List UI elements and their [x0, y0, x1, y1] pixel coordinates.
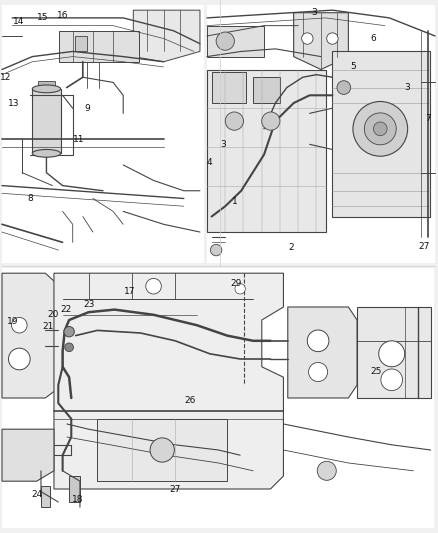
Text: 8: 8 — [28, 194, 33, 203]
Circle shape — [11, 318, 27, 333]
Circle shape — [216, 32, 234, 50]
Text: 15: 15 — [37, 13, 48, 22]
Bar — [253, 77, 280, 103]
Text: 26: 26 — [185, 396, 196, 405]
Polygon shape — [332, 52, 431, 216]
Text: 4: 4 — [206, 158, 212, 167]
Circle shape — [327, 33, 338, 44]
Circle shape — [235, 284, 245, 294]
Polygon shape — [54, 273, 283, 489]
Text: 27: 27 — [418, 242, 429, 251]
Circle shape — [210, 245, 222, 256]
Polygon shape — [288, 307, 357, 398]
Text: 5: 5 — [350, 62, 356, 71]
Circle shape — [150, 438, 174, 462]
Polygon shape — [2, 273, 63, 398]
Bar — [2, 5, 204, 263]
Circle shape — [364, 113, 396, 145]
Circle shape — [381, 369, 403, 391]
Circle shape — [317, 461, 336, 480]
Polygon shape — [2, 429, 54, 481]
Text: 9: 9 — [84, 104, 90, 112]
Text: 20: 20 — [47, 310, 59, 319]
Text: 19: 19 — [7, 317, 18, 326]
Circle shape — [8, 348, 30, 370]
Text: 14: 14 — [12, 17, 24, 26]
Bar — [2, 268, 434, 528]
Text: 27: 27 — [170, 484, 181, 494]
Text: 12: 12 — [0, 72, 12, 82]
Polygon shape — [133, 10, 200, 62]
Bar — [32, 89, 60, 154]
Text: 22: 22 — [60, 305, 72, 314]
Text: 13: 13 — [8, 99, 20, 108]
Circle shape — [65, 343, 74, 352]
Text: 17: 17 — [124, 287, 135, 296]
Text: 6: 6 — [371, 34, 376, 43]
Polygon shape — [207, 69, 325, 232]
Bar — [212, 72, 246, 103]
Text: 29: 29 — [230, 279, 241, 288]
Bar — [69, 476, 80, 502]
Circle shape — [379, 341, 405, 367]
Circle shape — [302, 33, 313, 44]
Text: 23: 23 — [83, 300, 94, 309]
Circle shape — [225, 112, 244, 130]
Bar — [59, 31, 139, 62]
Circle shape — [262, 112, 280, 130]
Bar — [38, 81, 55, 89]
Text: 11: 11 — [73, 135, 85, 144]
Ellipse shape — [32, 149, 60, 157]
Circle shape — [64, 327, 74, 337]
Bar — [207, 5, 435, 263]
Polygon shape — [97, 419, 227, 481]
Text: 3: 3 — [220, 140, 226, 149]
Text: 1: 1 — [232, 197, 237, 206]
Text: 7: 7 — [425, 114, 431, 123]
Bar — [207, 26, 264, 56]
Ellipse shape — [32, 85, 60, 93]
Bar — [75, 36, 87, 52]
Text: 2: 2 — [289, 243, 294, 252]
Text: 3: 3 — [311, 8, 317, 17]
Text: 25: 25 — [371, 367, 382, 376]
Polygon shape — [357, 307, 431, 398]
Text: 16: 16 — [57, 11, 68, 20]
Circle shape — [353, 101, 408, 156]
Circle shape — [374, 122, 387, 136]
Bar — [41, 487, 49, 507]
Text: 3: 3 — [405, 83, 410, 92]
Text: 24: 24 — [31, 490, 42, 499]
Circle shape — [307, 330, 329, 352]
Circle shape — [146, 278, 161, 294]
Circle shape — [308, 362, 328, 382]
Text: 18: 18 — [72, 495, 84, 504]
Text: 21: 21 — [42, 322, 53, 331]
Polygon shape — [293, 13, 348, 69]
Circle shape — [337, 80, 351, 94]
